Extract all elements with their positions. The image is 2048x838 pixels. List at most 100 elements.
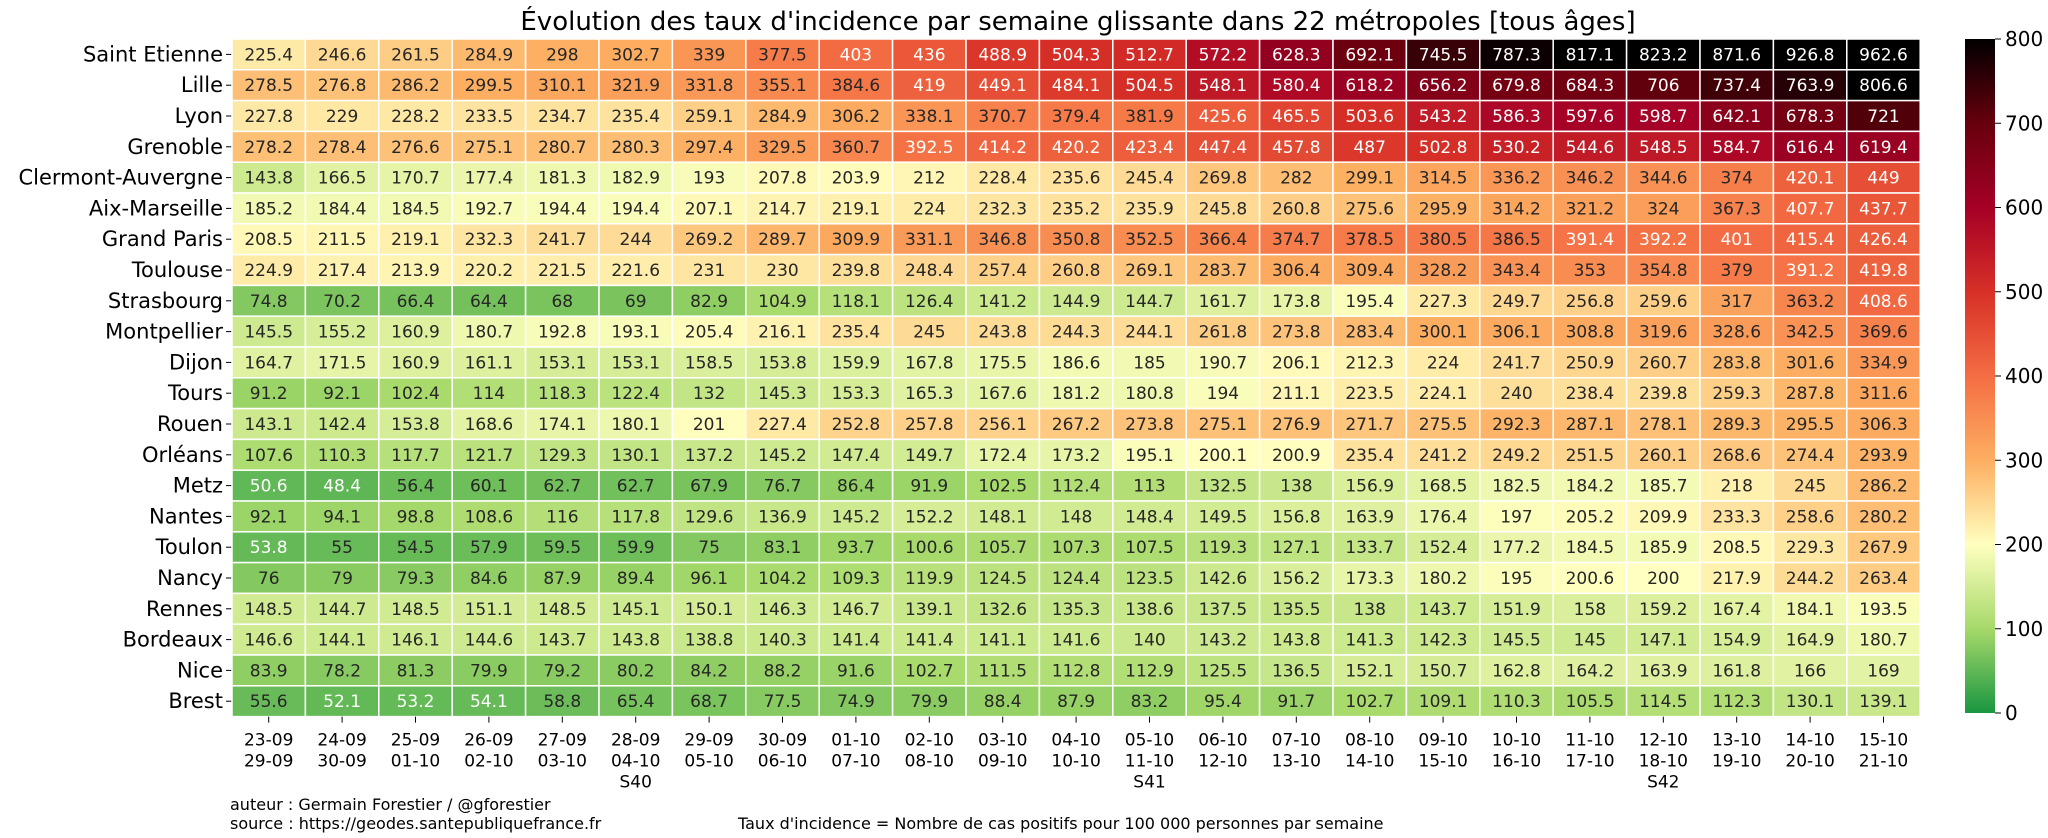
column-label: 29-09 xyxy=(244,752,293,772)
cell-value-label: 200.1 xyxy=(1199,446,1248,466)
cell-value-label: 257.4 xyxy=(978,261,1027,281)
cell-value-label: 232.3 xyxy=(978,199,1027,219)
cell-value-label: 346.8 xyxy=(978,230,1027,250)
heatmap-cell xyxy=(1038,38,1114,71)
heatmap-cell xyxy=(891,469,967,502)
row-label: Saint Etienne xyxy=(83,42,223,66)
cell-value-label: 160.9 xyxy=(391,353,440,373)
cell-value-label: 374 xyxy=(1720,169,1752,189)
cell-value-label: 185.7 xyxy=(1639,477,1688,497)
cell-value-label: 205.4 xyxy=(685,323,734,343)
footer-source: source : https://geodes.santepubliquefra… xyxy=(230,814,602,833)
row-label: Rennes xyxy=(146,597,223,621)
heatmap-cell xyxy=(524,377,600,410)
heatmap-cell xyxy=(1552,130,1628,163)
row-labels: Saint Etienne Lille Lyon Grenoble Clermont-A… xyxy=(19,42,232,713)
cell-value-label: 420.2 xyxy=(1052,138,1101,158)
cell-value-label: 275.1 xyxy=(1199,415,1248,435)
cell-value-label: 83.2 xyxy=(1131,692,1169,712)
cell-value-label: 369.6 xyxy=(1859,323,1908,343)
heatmap-cell xyxy=(1332,531,1408,564)
colorbar-tick-label: 800 xyxy=(2005,27,2043,51)
cell-value-label: 310.1 xyxy=(538,76,587,96)
cell-value-label: 143.2 xyxy=(1199,631,1248,651)
cell-value-label: 260.7 xyxy=(1639,353,1688,373)
heatmap-cell xyxy=(1479,223,1554,256)
cell-value-label: 156.8 xyxy=(1272,507,1321,527)
heatmap-cell xyxy=(1479,253,1554,287)
cell-value-label: 150.7 xyxy=(1419,661,1468,681)
column-label: 16-10 xyxy=(1492,752,1541,772)
cell-value-label: 293.9 xyxy=(1859,446,1908,466)
cell-value-label: 88.2 xyxy=(764,661,802,681)
cell-value-label: 135.5 xyxy=(1272,600,1321,620)
cell-value-label: 184.1 xyxy=(1786,600,1835,620)
cell-value-label: 102.5 xyxy=(978,477,1027,497)
cell-value-label: 176.4 xyxy=(1419,507,1468,527)
cell-value-label: 338.1 xyxy=(905,107,954,127)
cell-value-label: 229 xyxy=(326,107,358,127)
cell-value-label: 211.5 xyxy=(318,230,367,250)
heatmap-cell xyxy=(891,253,967,287)
cell-value-label: 129.3 xyxy=(538,446,587,466)
heatmap-cell xyxy=(891,561,967,595)
cell-value-label: 258.6 xyxy=(1786,507,1835,527)
heatmap-cell xyxy=(1112,315,1187,348)
column-label: 02-10 xyxy=(905,731,954,751)
cell-value-label: 180.2 xyxy=(1419,569,1468,589)
heatmap-cell xyxy=(671,500,747,533)
heatmap-cell xyxy=(1258,192,1334,225)
cell-value-label: 763.9 xyxy=(1786,76,1835,96)
cell-value-label: 787.3 xyxy=(1492,45,1541,65)
cell-value-label: 152.4 xyxy=(1419,538,1468,558)
cell-value-label: 173.8 xyxy=(1272,292,1321,312)
cell-value-label: 146.6 xyxy=(244,631,293,651)
cell-value-label: 230 xyxy=(766,261,798,281)
cell-value-label: 280.7 xyxy=(538,138,587,158)
cell-value-label: 244.3 xyxy=(1052,323,1101,343)
cell-value-label: 391.2 xyxy=(1786,261,1835,281)
cell-value-label: 224.1 xyxy=(1419,384,1468,404)
heatmap-cell xyxy=(891,38,967,71)
cell-value-label: 251.5 xyxy=(1566,446,1615,466)
cell-value-label: 212.3 xyxy=(1345,353,1394,373)
cell-value-label: 229.3 xyxy=(1786,538,1835,558)
cell-value-label: 158 xyxy=(1574,600,1606,620)
heatmap-cell xyxy=(671,531,747,564)
cell-value-label: 161.1 xyxy=(465,353,514,373)
heatmap-cell xyxy=(1846,38,1921,71)
cell-value-label: 299.5 xyxy=(465,76,514,96)
cell-value-label: 112.4 xyxy=(1052,477,1101,497)
heatmap-cell xyxy=(1112,223,1187,256)
column-label: 03-10 xyxy=(538,752,587,772)
cell-value-label: 177.2 xyxy=(1492,538,1541,558)
heatmap-cell xyxy=(1699,161,1775,194)
heatmap-cell xyxy=(304,284,380,317)
column-label: 07-10 xyxy=(831,752,880,772)
cell-value-label: 194.4 xyxy=(538,199,587,219)
cell-value-label: 299.1 xyxy=(1345,169,1394,189)
column-label: 09-10 xyxy=(1418,731,1467,751)
heatmap-cell xyxy=(1332,377,1408,410)
cell-value-label: 414.2 xyxy=(978,138,1027,158)
column-label: 14-10 xyxy=(1785,731,1834,751)
cell-value-label: 584.7 xyxy=(1712,138,1761,158)
cell-value-label: 227.4 xyxy=(758,415,807,435)
cell-value-label: 119.9 xyxy=(905,569,954,589)
cell-value-label: 148.4 xyxy=(1125,507,1174,527)
cell-value-label: 119.3 xyxy=(1199,538,1248,558)
cell-value-label: 59.5 xyxy=(543,538,581,558)
cell-value-label: 806.6 xyxy=(1859,76,1908,96)
cell-value-label: 177.4 xyxy=(465,169,514,189)
cell-value-label: 78.2 xyxy=(323,661,361,681)
cell-value-label: 962.6 xyxy=(1859,45,1908,65)
cell-value-label: 182.5 xyxy=(1492,477,1541,497)
heatmap-cell xyxy=(1846,69,1921,102)
cell-value-label: 267.9 xyxy=(1859,538,1908,558)
heatmap-cell xyxy=(891,531,967,564)
row-label: Toulouse xyxy=(131,258,223,282)
cell-value-label: 256.1 xyxy=(978,415,1027,435)
cell-value-label: 586.3 xyxy=(1492,107,1541,127)
heatmap-cell xyxy=(1699,623,1775,656)
heatmap-cell xyxy=(304,592,380,625)
